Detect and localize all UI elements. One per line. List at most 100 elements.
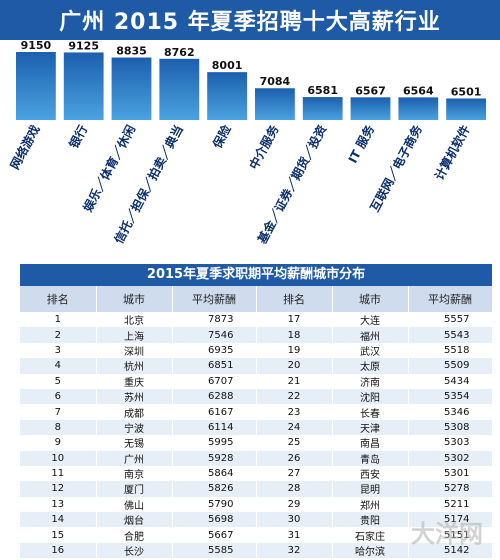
bar-value-label: 8835 (116, 45, 147, 58)
city-cell: 成都 (96, 404, 173, 420)
bar-value-label: 9150 (21, 40, 52, 52)
column-header: 城市 (96, 286, 173, 312)
title-banner: 广州 2015 年夏季招聘十大高薪行业 (0, 0, 500, 40)
salary-cell: 6707 (172, 373, 257, 389)
city-cell: 昆明 (332, 481, 409, 497)
salary-cell: 6288 (172, 388, 257, 405)
salary-cell: 6935 (172, 342, 257, 359)
table-row: 11 南京 5864 27 西安 5301 (20, 465, 493, 482)
rank-cell: 16 (20, 542, 97, 559)
city-cell: 天津 (332, 419, 409, 436)
category-label: 保险 (209, 121, 234, 151)
bar-group: 6567 IT 服务 (345, 84, 391, 165)
salary-cell: 5826 (172, 481, 257, 497)
rank-cell: 4 (20, 358, 97, 374)
category-label: 娱乐／体育／休闲 (80, 122, 138, 214)
salary-cell: 5790 (172, 496, 257, 513)
city-cell: 沈阳 (332, 388, 409, 405)
rank-cell: 31 (256, 527, 333, 543)
salary-cell: 5151 (408, 527, 493, 543)
city-cell: 武汉 (332, 342, 409, 359)
bar-value-label: 9125 (68, 40, 99, 52)
rank-cell: 7 (20, 404, 97, 420)
rank-cell: 15 (20, 527, 97, 543)
bar-value-label: 6567 (355, 84, 386, 97)
industry-bar-chart: 9150网络游戏9125银行8835娱乐／体育／休闲8762信托／担保／拍卖／典… (7, 40, 486, 247)
city-cell: 无锡 (96, 435, 173, 451)
rank-cell: 19 (256, 342, 333, 359)
bar-value-label: 6581 (307, 84, 338, 97)
rank-cell: 13 (20, 496, 97, 513)
bar (111, 57, 152, 120)
city-cell: 苏州 (96, 388, 173, 405)
bar-value-label: 7084 (260, 75, 291, 88)
salary-cell: 6114 (172, 419, 257, 436)
salary-cell: 5174 (408, 512, 493, 528)
column-header: 平均薪酬 (172, 286, 257, 312)
city-cell: 济南 (332, 373, 409, 389)
rank-cell: 20 (256, 358, 333, 374)
salary-cell: 5434 (408, 373, 493, 389)
salary-cell: 5346 (408, 404, 493, 420)
city-cell: 烟台 (96, 512, 173, 528)
city-cell: 广州 (96, 450, 173, 466)
salary-cell: 5301 (408, 465, 493, 482)
bar (207, 72, 247, 120)
salary-cell: 5278 (408, 481, 493, 497)
city-cell: 贵阳 (332, 512, 409, 528)
category-label: 互联网／电子商务 (367, 121, 426, 214)
rank-cell: 8 (20, 419, 97, 436)
salary-cell: 6851 (172, 358, 257, 374)
rank-cell: 23 (256, 404, 333, 420)
table-row: 9 无锡 5995 25 南昌 5303 (20, 435, 493, 451)
salary-table: 排名 城市 平均薪酬 排名 城市 平均薪酬 1 北京 7873 17 大连 5557 2 上海 7546 1… (20, 286, 493, 559)
column-header: 排名 (256, 286, 333, 312)
rank-cell: 28 (256, 481, 333, 497)
salary-cell: 6167 (172, 404, 257, 420)
city-salary-table: 2015年夏季求职期平均薪酬城市分布 排名 城市 平均薪酬 排名 城市 平均薪酬 1 北京 7… (20, 264, 493, 559)
category-label: 计算机软件 (431, 122, 472, 182)
city-cell: 青岛 (332, 450, 409, 466)
table-row: 16 长沙 5585 32 哈尔滨 5142 (20, 542, 493, 559)
salary-cell: 5303 (408, 435, 493, 451)
bar (398, 97, 439, 120)
city-cell: 北京 (96, 312, 173, 328)
bar-group: 8001 保险 (207, 59, 247, 151)
column-header: 城市 (332, 286, 409, 312)
table-row: 5 重庆 6707 21 济南 5434 (20, 373, 493, 389)
city-cell: 石家庄 (332, 527, 409, 543)
rank-cell: 1 (20, 312, 97, 328)
rank-cell: 32 (256, 542, 333, 559)
bar (350, 97, 391, 120)
rank-cell: 22 (256, 388, 333, 405)
salary-cell: 5354 (408, 388, 493, 405)
rank-cell: 18 (256, 327, 333, 343)
rank-cell: 21 (256, 373, 333, 389)
salary-cell: 7546 (172, 327, 257, 343)
city-cell: 长春 (332, 404, 409, 420)
bar (446, 98, 486, 120)
bar-group: 7084 中介服务 (246, 75, 295, 172)
rank-cell: 5 (20, 373, 97, 389)
salary-cell: 5995 (172, 435, 257, 451)
city-cell: 南昌 (332, 435, 409, 451)
table-row: 8 宁波 6114 24 天津 5308 (20, 419, 493, 436)
rank-cell: 29 (256, 496, 333, 513)
table-title: 2015年夏季求职期平均薪酬城市分布 (20, 264, 492, 286)
rank-cell: 9 (20, 435, 97, 451)
rank-cell: 12 (20, 481, 97, 497)
city-cell: 长沙 (96, 542, 173, 559)
column-header: 平均薪酬 (408, 286, 493, 312)
salary-cell: 5585 (172, 542, 257, 559)
rank-cell: 26 (256, 450, 333, 466)
salary-cell: 7873 (172, 312, 257, 328)
city-cell: 宁波 (96, 419, 173, 436)
rank-cell: 24 (256, 419, 333, 436)
rank-cell: 3 (20, 342, 97, 359)
city-cell: 郑州 (332, 496, 409, 513)
rank-cell: 25 (256, 435, 333, 451)
salary-cell: 5308 (408, 419, 493, 436)
table-row: 15 合肥 5667 31 石家庄 5151 (20, 527, 493, 543)
bar (255, 88, 295, 120)
bar (302, 97, 343, 120)
